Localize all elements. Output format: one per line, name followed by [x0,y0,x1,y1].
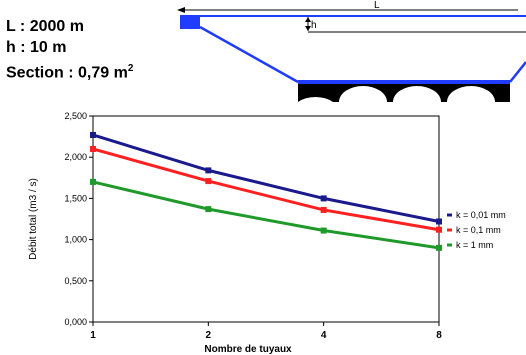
series-line [92,147,440,232]
height-arrow-top [305,17,311,22]
x-axis-label: Nombre de tuyaux [204,344,292,355]
height-arrow-bottom [305,26,311,31]
series-line [92,133,440,223]
data-point [90,131,96,138]
legend-entry: k = 0,1 mm [456,225,501,235]
height-label: h [311,20,317,31]
upstream-slope [199,25,299,84]
data-point [320,206,327,213]
length-param: L : 2000 m [6,18,84,35]
length-arrow-left [177,7,185,13]
x-axis-ticks: 1 2 4 8 [90,322,442,341]
y-tick-label: 2,000 [64,152,87,162]
legend-entry: k = 0,01 mm [456,210,506,220]
dam-diagram: L h [177,0,526,102]
y-tick-label: 0,500 [64,276,87,286]
legend: k = 0,01 mm k = 0,1 mm k = 1 mm [447,210,506,250]
data-point [320,227,327,234]
data-point [436,226,442,233]
section-param: Section : 0,79 m2 [6,58,133,83]
data-point [320,195,327,202]
section-value: Section : 0,79 m [6,64,128,82]
data-point [205,206,212,213]
reservoir-block [180,15,200,29]
data-point [90,178,96,185]
data-point [205,167,212,174]
y-axis-ticks: 0,000 0,500 1,000 1,500 2,000 2,500 [64,111,93,327]
series-lines [90,131,442,251]
y-tick-label: 2,500 [64,111,87,121]
parameters-block: L : 2000 m h : 10 m Section : 0,79 m2 [6,16,133,83]
y-tick-label: 1,500 [64,193,87,203]
height-param: h : 10 m [6,39,67,56]
section-exponent: 2 [127,63,134,74]
y-tick-label: 1,000 [64,235,87,245]
x-tick-label: 8 [436,330,442,341]
data-point [436,218,442,225]
data-point [436,244,442,251]
y-tick-label: 0,000 [64,317,87,327]
x-tick-label: 1 [90,330,96,341]
data-point [90,145,96,152]
downstream-slope [509,61,526,83]
discharge-chart: 0,000 0,500 1,000 1,500 2,000 2,500 1 2 4 8 k = … [28,111,506,355]
legend-entry: k = 1 mm [456,240,493,250]
series-line [92,180,440,250]
x-tick-label: 4 [321,330,327,341]
culvert-pipes [298,84,510,102]
y-axis-label: Débit total (m3 / s) [28,178,39,260]
x-tick-label: 2 [206,330,212,341]
length-label: L [374,0,380,11]
data-point [205,178,212,185]
